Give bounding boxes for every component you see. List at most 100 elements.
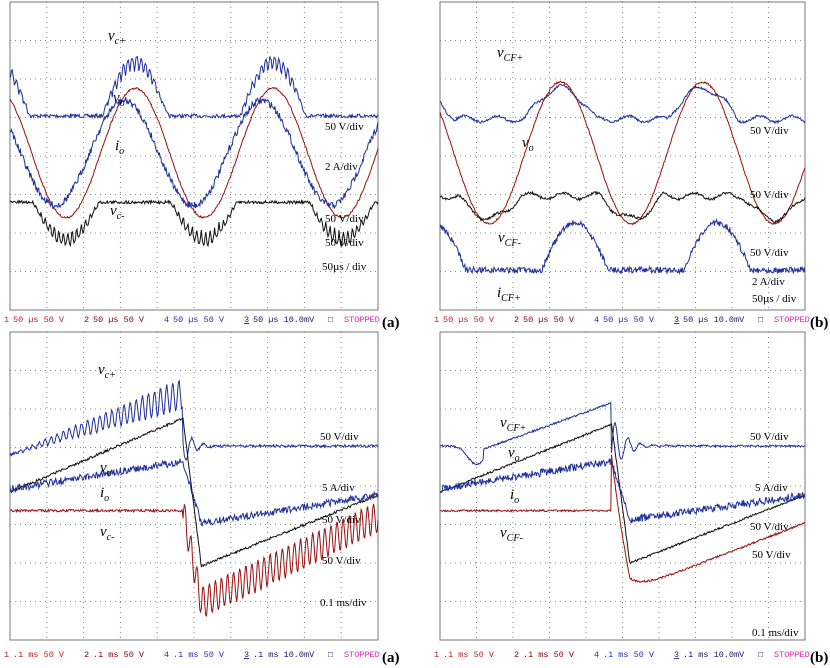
- scale-label: 50 V/div: [322, 555, 361, 567]
- trace-label: vCF+: [497, 45, 523, 64]
- trace-subscript: c-: [107, 532, 115, 543]
- scale-label: 50 V/div: [325, 213, 364, 225]
- trace-subscript: o: [514, 495, 519, 506]
- status-setting: 50 µs 50 V: [173, 315, 225, 325]
- scale-label: 50 V/div: [750, 431, 789, 443]
- trace-subscript: c-: [117, 211, 125, 222]
- trace-label: vc+: [98, 362, 116, 381]
- scope-panel: vc+ vo io vc- 50 V/div 5 A/div 50 V/div 50 V/di…: [4, 332, 400, 666]
- status-channel: 4: [164, 315, 169, 325]
- trace-label: vc-: [110, 203, 124, 222]
- trace-subscript: o: [107, 468, 112, 479]
- status-channel: 4: [594, 315, 599, 325]
- status-setting: 50 µs 50 V: [603, 315, 655, 325]
- status-setting: 50 µs 50 V: [93, 315, 145, 325]
- scale-label: 50 V/div: [320, 431, 359, 443]
- status-channel: 1: [434, 650, 439, 660]
- trace-subscript: CF+: [504, 53, 524, 64]
- figure: vc+ vo io vc- 50 V/div 2 A/div 50 V/div 50 V/di…: [0, 0, 830, 668]
- scope-panel: vCF+ vo vCF-iCF+ 50 V/div 50 V/div 50 V/div 2 …: [434, 2, 828, 331]
- trace-label: vCF-: [498, 230, 521, 249]
- scale-label: 50 V/div: [750, 189, 789, 201]
- scale-label: 50 V/div: [322, 514, 361, 526]
- status-setting: .1 ms 10.0mV: [683, 650, 745, 660]
- status-symbol: □: [758, 315, 763, 325]
- status-channel: 3: [674, 650, 679, 660]
- scale-label: 50 V/div: [325, 237, 364, 249]
- trace-label: vCF-: [500, 525, 523, 544]
- trace-label: vo: [508, 445, 520, 464]
- status-channel: 4: [164, 650, 169, 660]
- status-channel: 3: [244, 315, 249, 325]
- status-channel: 2: [514, 315, 519, 325]
- trace-subscript: CF+: [501, 293, 521, 304]
- page: {"panels": [ {"tag": "(a)", "traces": [{…: [0, 0, 830, 668]
- trace-label: vo: [100, 460, 112, 479]
- status-state: STOPPED: [344, 315, 380, 325]
- trace-subscript: o: [119, 146, 124, 157]
- trace-label: io: [100, 485, 109, 504]
- scale-label: 50µs / div: [752, 293, 797, 305]
- status-setting: 50 µs 10.0mV: [683, 315, 745, 325]
- trace-subscript: CF+: [507, 423, 527, 434]
- trace-label: io: [510, 487, 519, 506]
- status-setting: .1 ms 50 V: [603, 650, 655, 660]
- scale-label: 50 V/div: [750, 521, 789, 533]
- status-state: STOPPED: [774, 315, 810, 325]
- status-channel: 3: [674, 315, 679, 325]
- waveform: [440, 459, 805, 524]
- scale-label: 50 V/div: [752, 549, 791, 561]
- status-symbol: □: [328, 315, 333, 325]
- status-setting: .1 ms 50 V: [93, 650, 145, 660]
- trace-subscript: c+: [115, 36, 126, 47]
- status-setting: 50 µs 10.0mV: [253, 315, 315, 325]
- panel-tag: (a): [382, 315, 400, 331]
- status-channel: 2: [84, 315, 89, 325]
- status-channel: 4: [594, 650, 599, 660]
- panel-tag: (a): [382, 650, 400, 666]
- panel-tag: (b): [810, 315, 828, 331]
- scale-label: 50 V/div: [325, 121, 364, 133]
- status-setting: .1 ms 50 V: [13, 650, 65, 660]
- trace-subscript: CF-: [505, 238, 521, 249]
- status-setting: .1 ms 50 V: [443, 650, 495, 660]
- scale-label: 2 A/div: [752, 276, 785, 288]
- panel-tag: (b): [810, 650, 828, 666]
- scale-label: 0.1 ms/div: [752, 627, 799, 639]
- trace-label: vc+: [108, 28, 126, 47]
- status-channel: 1: [434, 315, 439, 325]
- status-channel: 2: [84, 650, 89, 660]
- status-channel: 1: [4, 315, 9, 325]
- trace-subscript: CF-: [507, 533, 523, 544]
- status-setting: .1 ms 50 V: [173, 650, 225, 660]
- scale-label: 50 V/div: [750, 125, 789, 137]
- status-channel: 1: [4, 650, 9, 660]
- scale-label: 5 A/div: [755, 482, 788, 494]
- trace-subscript: o: [120, 98, 125, 109]
- trace-label: iCF+: [497, 285, 521, 304]
- status-setting: 50 µs 50 V: [523, 315, 575, 325]
- status-channel: 3: [244, 650, 249, 660]
- trace-label: vc-: [100, 524, 114, 543]
- trace-subscript: o: [515, 453, 520, 464]
- status-symbol: □: [328, 650, 333, 660]
- status-state: STOPPED: [344, 650, 380, 660]
- trace-label: io: [115, 138, 124, 157]
- trace-label: vo: [522, 135, 534, 154]
- status-setting: .1 ms 10.0mV: [253, 650, 315, 660]
- scale-label: 50µs / div: [322, 261, 367, 273]
- scale-label: 0.1 ms/div: [320, 597, 367, 609]
- status-setting: 50 µs 50 V: [13, 315, 65, 325]
- trace-subscript: c+: [105, 370, 116, 381]
- status-setting: .1 ms 50 V: [523, 650, 575, 660]
- status-channel: 2: [514, 650, 519, 660]
- status-setting: 50 µs 50 V: [443, 315, 495, 325]
- trace-subscript: o: [104, 493, 109, 504]
- status-state: STOPPED: [774, 650, 810, 660]
- trace-subscript: o: [529, 143, 534, 154]
- scale-label: 2 A/div: [325, 161, 358, 173]
- scale-label: 50 V/div: [750, 247, 789, 259]
- scale-label: 5 A/div: [322, 482, 355, 494]
